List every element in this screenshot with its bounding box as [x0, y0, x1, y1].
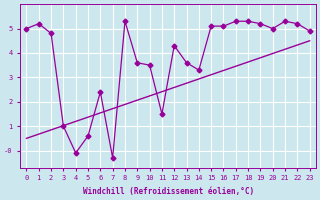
X-axis label: Windchill (Refroidissement éolien,°C): Windchill (Refroidissement éolien,°C) [83, 187, 254, 196]
